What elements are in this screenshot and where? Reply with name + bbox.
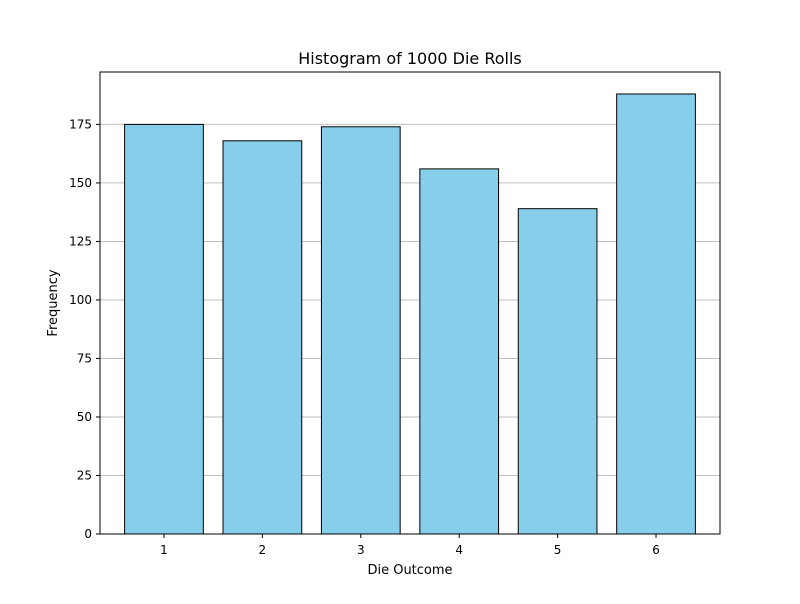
bar [124,123,204,535]
y-tick-label: 0 [84,527,92,541]
bar [616,93,696,535]
x-tick-label: 2 [259,543,267,557]
y-tick-label: 150 [69,176,92,190]
x-tick-label: 4 [455,543,463,557]
y-tick-label: 125 [69,234,92,248]
y-axis-ticks: 0 25 50 75 100 125 150 175 [69,117,100,541]
plot-frame [99,71,721,535]
y-tick-label: 100 [69,293,92,307]
x-tick-label: 5 [554,543,562,557]
chart-title: Histogram of 1000 Die Rolls [298,49,522,68]
bar [517,208,598,535]
y-tick-label: 75 [77,351,92,365]
x-axis-label: Die Outcome [367,563,452,578]
y-axis-label: Frequency [46,269,61,336]
y-tick-label: 175 [69,117,92,131]
bar [222,140,303,535]
x-tick-label: 3 [357,543,365,557]
x-tick-label: 6 [652,543,660,557]
bar [320,126,401,535]
x-axis-ticks: 1 2 3 4 5 6 [160,534,660,557]
bars [124,93,696,535]
y-tick-label: 50 [77,410,92,424]
bar [419,168,500,535]
x-tick-label: 1 [160,543,168,557]
y-tick-label: 25 [77,468,92,482]
